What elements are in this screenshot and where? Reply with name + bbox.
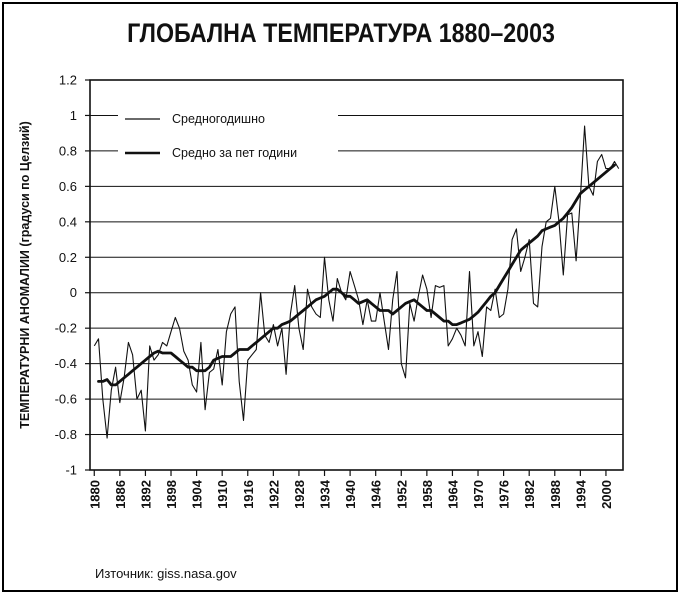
x-tick-label: 1946 xyxy=(369,480,384,509)
chart-frame xyxy=(2,2,678,592)
x-tick-label: 1916 xyxy=(241,480,256,509)
y-tick-label: -0.2 xyxy=(55,321,77,336)
y-tick-label: 0.8 xyxy=(59,143,77,158)
x-tick-label: 1988 xyxy=(548,480,563,509)
y-tick-label: 1.2 xyxy=(59,73,77,88)
y-axis-ticks: -1 -0.8 -0.6 -0.4 -0.2 0 0.2 0.4 0.6 0.8 1 1.2 xyxy=(55,73,90,478)
y-tick-label: -0.8 xyxy=(55,427,77,442)
x-tick-label: 1994 xyxy=(573,479,588,509)
y-tick-label: 0.4 xyxy=(59,214,77,229)
x-tick-label: 1958 xyxy=(420,480,435,509)
x-tick-label: 1940 xyxy=(343,480,358,509)
x-tick-label: 1964 xyxy=(445,479,460,509)
chart-title: ГЛОБАЛНА ТЕМПЕРАТУРА 1880–2003 xyxy=(127,18,555,48)
x-tick-label: 1904 xyxy=(190,479,205,509)
x-tick-label: 1922 xyxy=(266,480,281,509)
axes-layer xyxy=(89,79,624,471)
legend-label-five-year: Средно за пет години xyxy=(172,146,297,160)
y-tick-label: -0.4 xyxy=(55,356,77,371)
source-note: Източник: giss.nasa.gov xyxy=(95,566,237,581)
legend: Средногодишно Средно за пет години xyxy=(118,104,338,168)
x-tick-label: 1982 xyxy=(522,480,537,509)
series-line-annual xyxy=(93,125,620,439)
y-tick-label: 1 xyxy=(70,108,77,123)
legend-label-annual: Средногодишно xyxy=(172,112,265,126)
x-tick-label: 1928 xyxy=(292,480,307,509)
x-tick-label: 1934 xyxy=(318,479,333,509)
x-tick-label: 1970 xyxy=(471,480,486,509)
y-tick-label: 0.2 xyxy=(59,250,77,265)
x-tick-label: 1892 xyxy=(138,480,153,509)
legend-background xyxy=(118,104,338,168)
x-tick-label: 1886 xyxy=(113,480,128,509)
y-tick-label: -1 xyxy=(65,463,77,478)
x-tick-label: 1898 xyxy=(164,480,179,509)
x-tick-label: 1910 xyxy=(215,480,230,509)
y-tick-label: -0.6 xyxy=(55,392,77,407)
series-layer xyxy=(93,125,620,439)
x-tick-label: 1952 xyxy=(394,480,409,509)
x-tick-label: 2000 xyxy=(599,480,614,509)
y-axis-label: ТЕМПЕРАТУРНИ АНОМАЛИИ (градуси по Целзий… xyxy=(18,121,32,429)
plot-area-border xyxy=(89,79,624,471)
y-tick-label: 0.6 xyxy=(59,179,77,194)
y-tick-label: 0 xyxy=(70,285,77,300)
x-tick-label: 1880 xyxy=(87,480,102,509)
x-axis-ticks: 1880 1886 1892 1898 1904 1910 1916 1922 1928 1934… xyxy=(87,470,614,509)
x-tick-label: 1976 xyxy=(497,480,512,509)
series-line-five-year xyxy=(97,163,616,387)
